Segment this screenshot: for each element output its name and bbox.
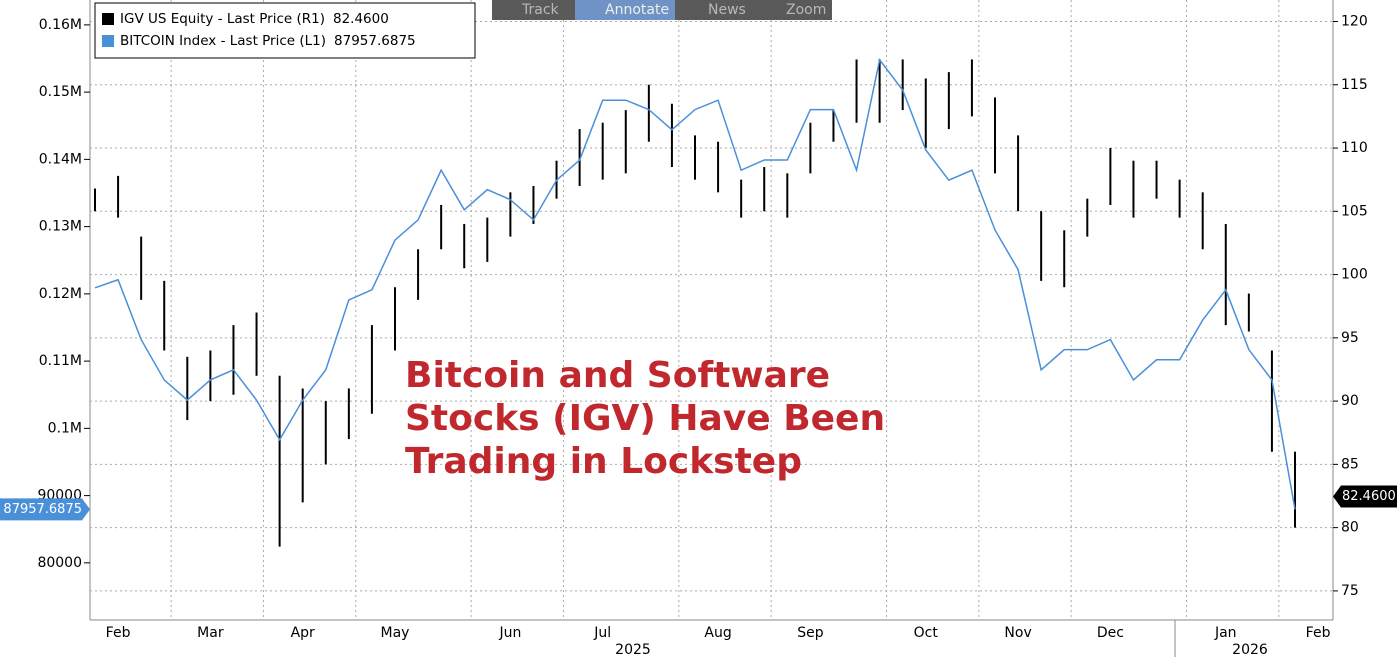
- legend-label: IGV US Equity - Last Price (R1) 82.4600: [120, 11, 389, 27]
- y-tick-label: 0.15M: [39, 84, 82, 100]
- legend-name: IGV US Equity - Last Price (R1): [120, 11, 325, 27]
- tag-label: 82.4600: [1342, 489, 1396, 504]
- y-tick-label: 0.13M: [39, 219, 82, 235]
- x-tick-label: Jul: [593, 625, 611, 641]
- year-label: 2026: [1232, 642, 1268, 657]
- legend-value: 87957.6875: [334, 33, 416, 49]
- y-tick-label: 0.11M: [39, 353, 82, 369]
- y-tick-label: 0.12M: [39, 286, 82, 302]
- legend-label: BITCOIN Index - Last Price (L1) 87957.687…: [120, 33, 416, 49]
- y2-tick-label: 100: [1341, 267, 1368, 283]
- annotation: Bitcoin and Software: [405, 355, 830, 396]
- y2-tick-label: 90: [1341, 393, 1359, 409]
- x-tick-label: May: [381, 625, 410, 641]
- last-price-tag: 87957.6875: [0, 498, 90, 521]
- x-tick-label: Jan: [1214, 625, 1237, 641]
- toolbar-button[interactable]: News: [708, 2, 746, 18]
- legend-value: 82.4600: [333, 11, 389, 27]
- series-line: [94, 58, 1296, 510]
- tag-shape: [0, 498, 90, 521]
- year-label: 2025: [615, 642, 651, 657]
- legend: IGV US Equity - Last Price (R1) 82.4600 BI…: [94, 2, 476, 59]
- tag-shape: [1333, 485, 1397, 508]
- y2-tick-label: 80: [1341, 520, 1359, 536]
- legend-swatch: [102, 13, 114, 25]
- y2-tick-label: 110: [1341, 140, 1368, 156]
- y-tick-label: 0.14M: [39, 151, 82, 167]
- annotation: Stocks (IGV) Have Been: [405, 398, 885, 439]
- annotation: Trading in Lockstep: [405, 441, 802, 482]
- x-tick-label: Apr: [291, 625, 315, 641]
- x-tick-label: Aug: [704, 625, 731, 641]
- toolbar: Track Annotate News Zoom: [492, 0, 832, 20]
- tag-label: 87957.6875: [3, 502, 82, 517]
- legend-box: [94, 2, 476, 59]
- toolbar-active: [575, 0, 675, 20]
- toolbar-button[interactable]: Annotate: [605, 2, 669, 18]
- y-tick-label: 0.1M: [48, 420, 82, 436]
- x-tick-label: Feb: [106, 625, 131, 641]
- toolbar-button[interactable]: Zoom: [786, 2, 826, 18]
- x-tick-label: Jun: [498, 625, 521, 641]
- last-price-tag: 82.4600: [1333, 485, 1397, 508]
- y-tick-label: 0.16M: [39, 17, 82, 33]
- x-tick-label: Dec: [1097, 625, 1124, 641]
- toolbar-button[interactable]: Track: [521, 2, 560, 18]
- legend-swatch: [102, 35, 114, 47]
- y2-tick-label: 115: [1341, 77, 1368, 93]
- y2-tick-label: 105: [1341, 203, 1368, 219]
- y2-tick-label: 120: [1341, 14, 1368, 30]
- x-tick-label: Oct: [914, 625, 939, 641]
- x-tick-label: Nov: [1004, 625, 1031, 641]
- legend-name: BITCOIN Index - Last Price (L1): [120, 33, 326, 49]
- x-tick-label: Mar: [197, 625, 224, 641]
- y2-tick-label: 85: [1341, 456, 1359, 472]
- x-tick-label: Sep: [797, 625, 824, 641]
- y-tick-label: 80000: [37, 555, 82, 571]
- y2-tick-label: 75: [1341, 583, 1359, 599]
- y2-tick-label: 95: [1341, 330, 1359, 346]
- x-tick-label: Feb: [1306, 625, 1331, 641]
